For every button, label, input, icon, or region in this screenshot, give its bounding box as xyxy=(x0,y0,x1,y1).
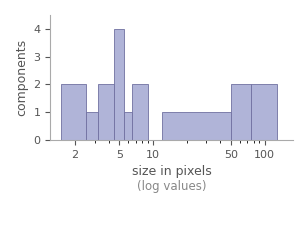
Bar xyxy=(98,84,114,140)
Bar xyxy=(132,84,148,140)
Bar xyxy=(61,84,86,140)
Bar xyxy=(231,84,251,140)
Bar xyxy=(114,29,124,140)
Bar xyxy=(124,112,132,140)
Bar xyxy=(251,84,277,140)
Bar xyxy=(86,112,98,140)
Bar xyxy=(162,112,231,140)
X-axis label: size in pixels: size in pixels xyxy=(132,165,212,178)
Text: (log values): (log values) xyxy=(137,180,206,193)
Y-axis label: components: components xyxy=(15,39,28,116)
